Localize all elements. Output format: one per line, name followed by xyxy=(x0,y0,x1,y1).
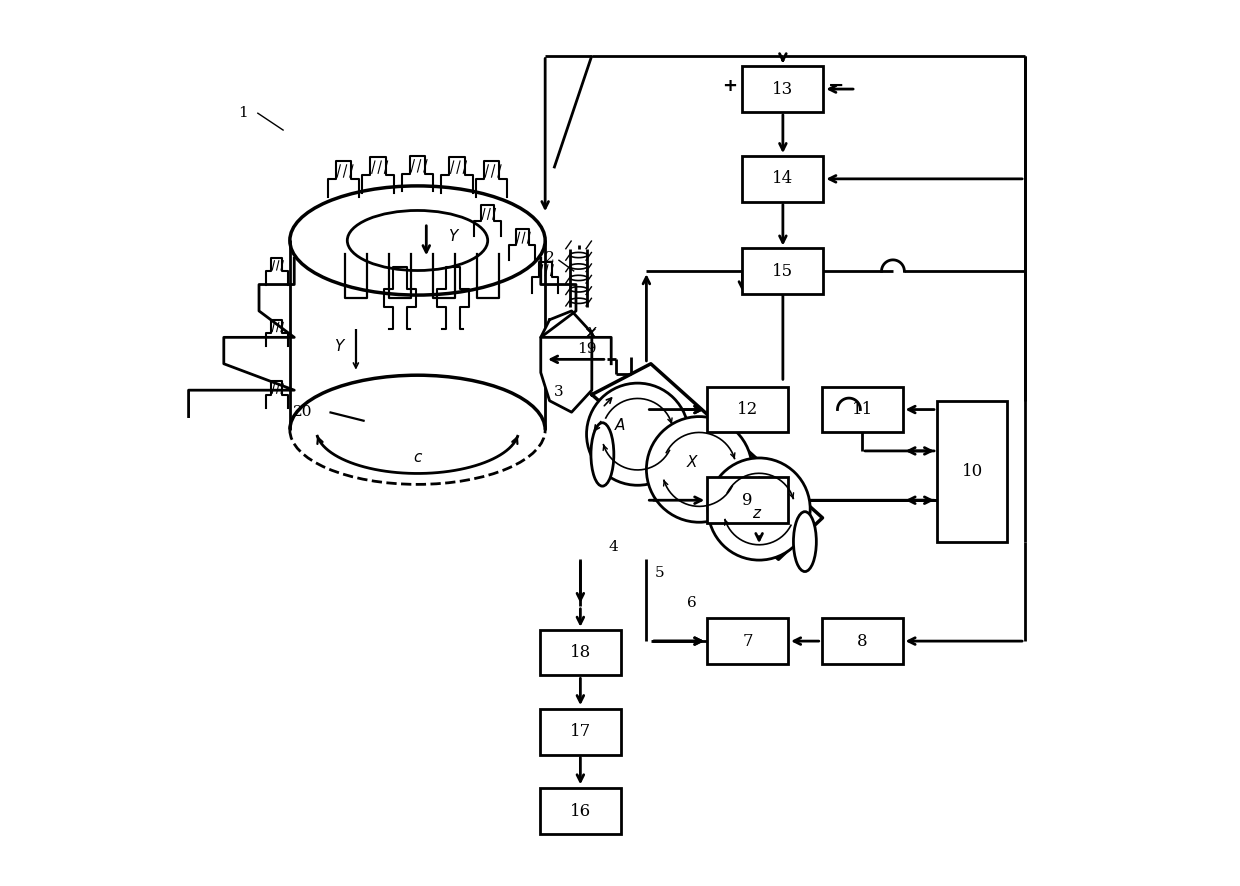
Text: 17: 17 xyxy=(569,723,591,741)
Text: 19: 19 xyxy=(577,342,596,356)
Text: Y: Y xyxy=(448,229,458,244)
Bar xyxy=(539,630,621,675)
Bar xyxy=(743,156,823,202)
Text: 18: 18 xyxy=(569,644,591,661)
Bar xyxy=(539,789,621,834)
Text: 2: 2 xyxy=(544,251,554,265)
Bar xyxy=(707,478,789,523)
Ellipse shape xyxy=(587,383,688,486)
Text: 4: 4 xyxy=(608,540,618,554)
Text: 12: 12 xyxy=(737,401,759,418)
Bar xyxy=(743,66,823,112)
Text: 5: 5 xyxy=(655,566,665,580)
Text: 3: 3 xyxy=(553,385,563,399)
Text: 20: 20 xyxy=(294,405,312,419)
Text: 16: 16 xyxy=(570,803,591,820)
Bar xyxy=(707,386,789,432)
Text: 14: 14 xyxy=(773,170,794,187)
Bar xyxy=(539,709,621,755)
Bar xyxy=(937,400,1007,541)
Text: −: − xyxy=(827,76,844,95)
Text: X: X xyxy=(687,455,697,470)
Text: 8: 8 xyxy=(857,633,868,649)
Bar xyxy=(743,248,823,294)
Bar xyxy=(707,618,789,664)
Text: 10: 10 xyxy=(961,462,983,479)
Text: 13: 13 xyxy=(773,81,794,97)
Text: 1: 1 xyxy=(238,105,248,120)
Polygon shape xyxy=(541,311,591,412)
Text: c: c xyxy=(413,449,422,464)
Bar xyxy=(822,618,903,664)
Text: A: A xyxy=(615,418,625,433)
Ellipse shape xyxy=(591,423,614,486)
Text: 11: 11 xyxy=(852,401,873,418)
Text: 7: 7 xyxy=(743,633,753,649)
Text: +: + xyxy=(723,76,738,95)
Text: Y: Y xyxy=(334,338,343,354)
Bar xyxy=(822,386,903,432)
Polygon shape xyxy=(591,364,822,559)
Text: 15: 15 xyxy=(773,263,794,280)
Text: X: X xyxy=(587,326,595,340)
Text: 6: 6 xyxy=(687,596,697,610)
Text: z: z xyxy=(753,506,760,521)
Ellipse shape xyxy=(708,458,810,560)
Ellipse shape xyxy=(794,512,816,571)
Text: 9: 9 xyxy=(743,492,753,509)
Ellipse shape xyxy=(646,416,753,522)
